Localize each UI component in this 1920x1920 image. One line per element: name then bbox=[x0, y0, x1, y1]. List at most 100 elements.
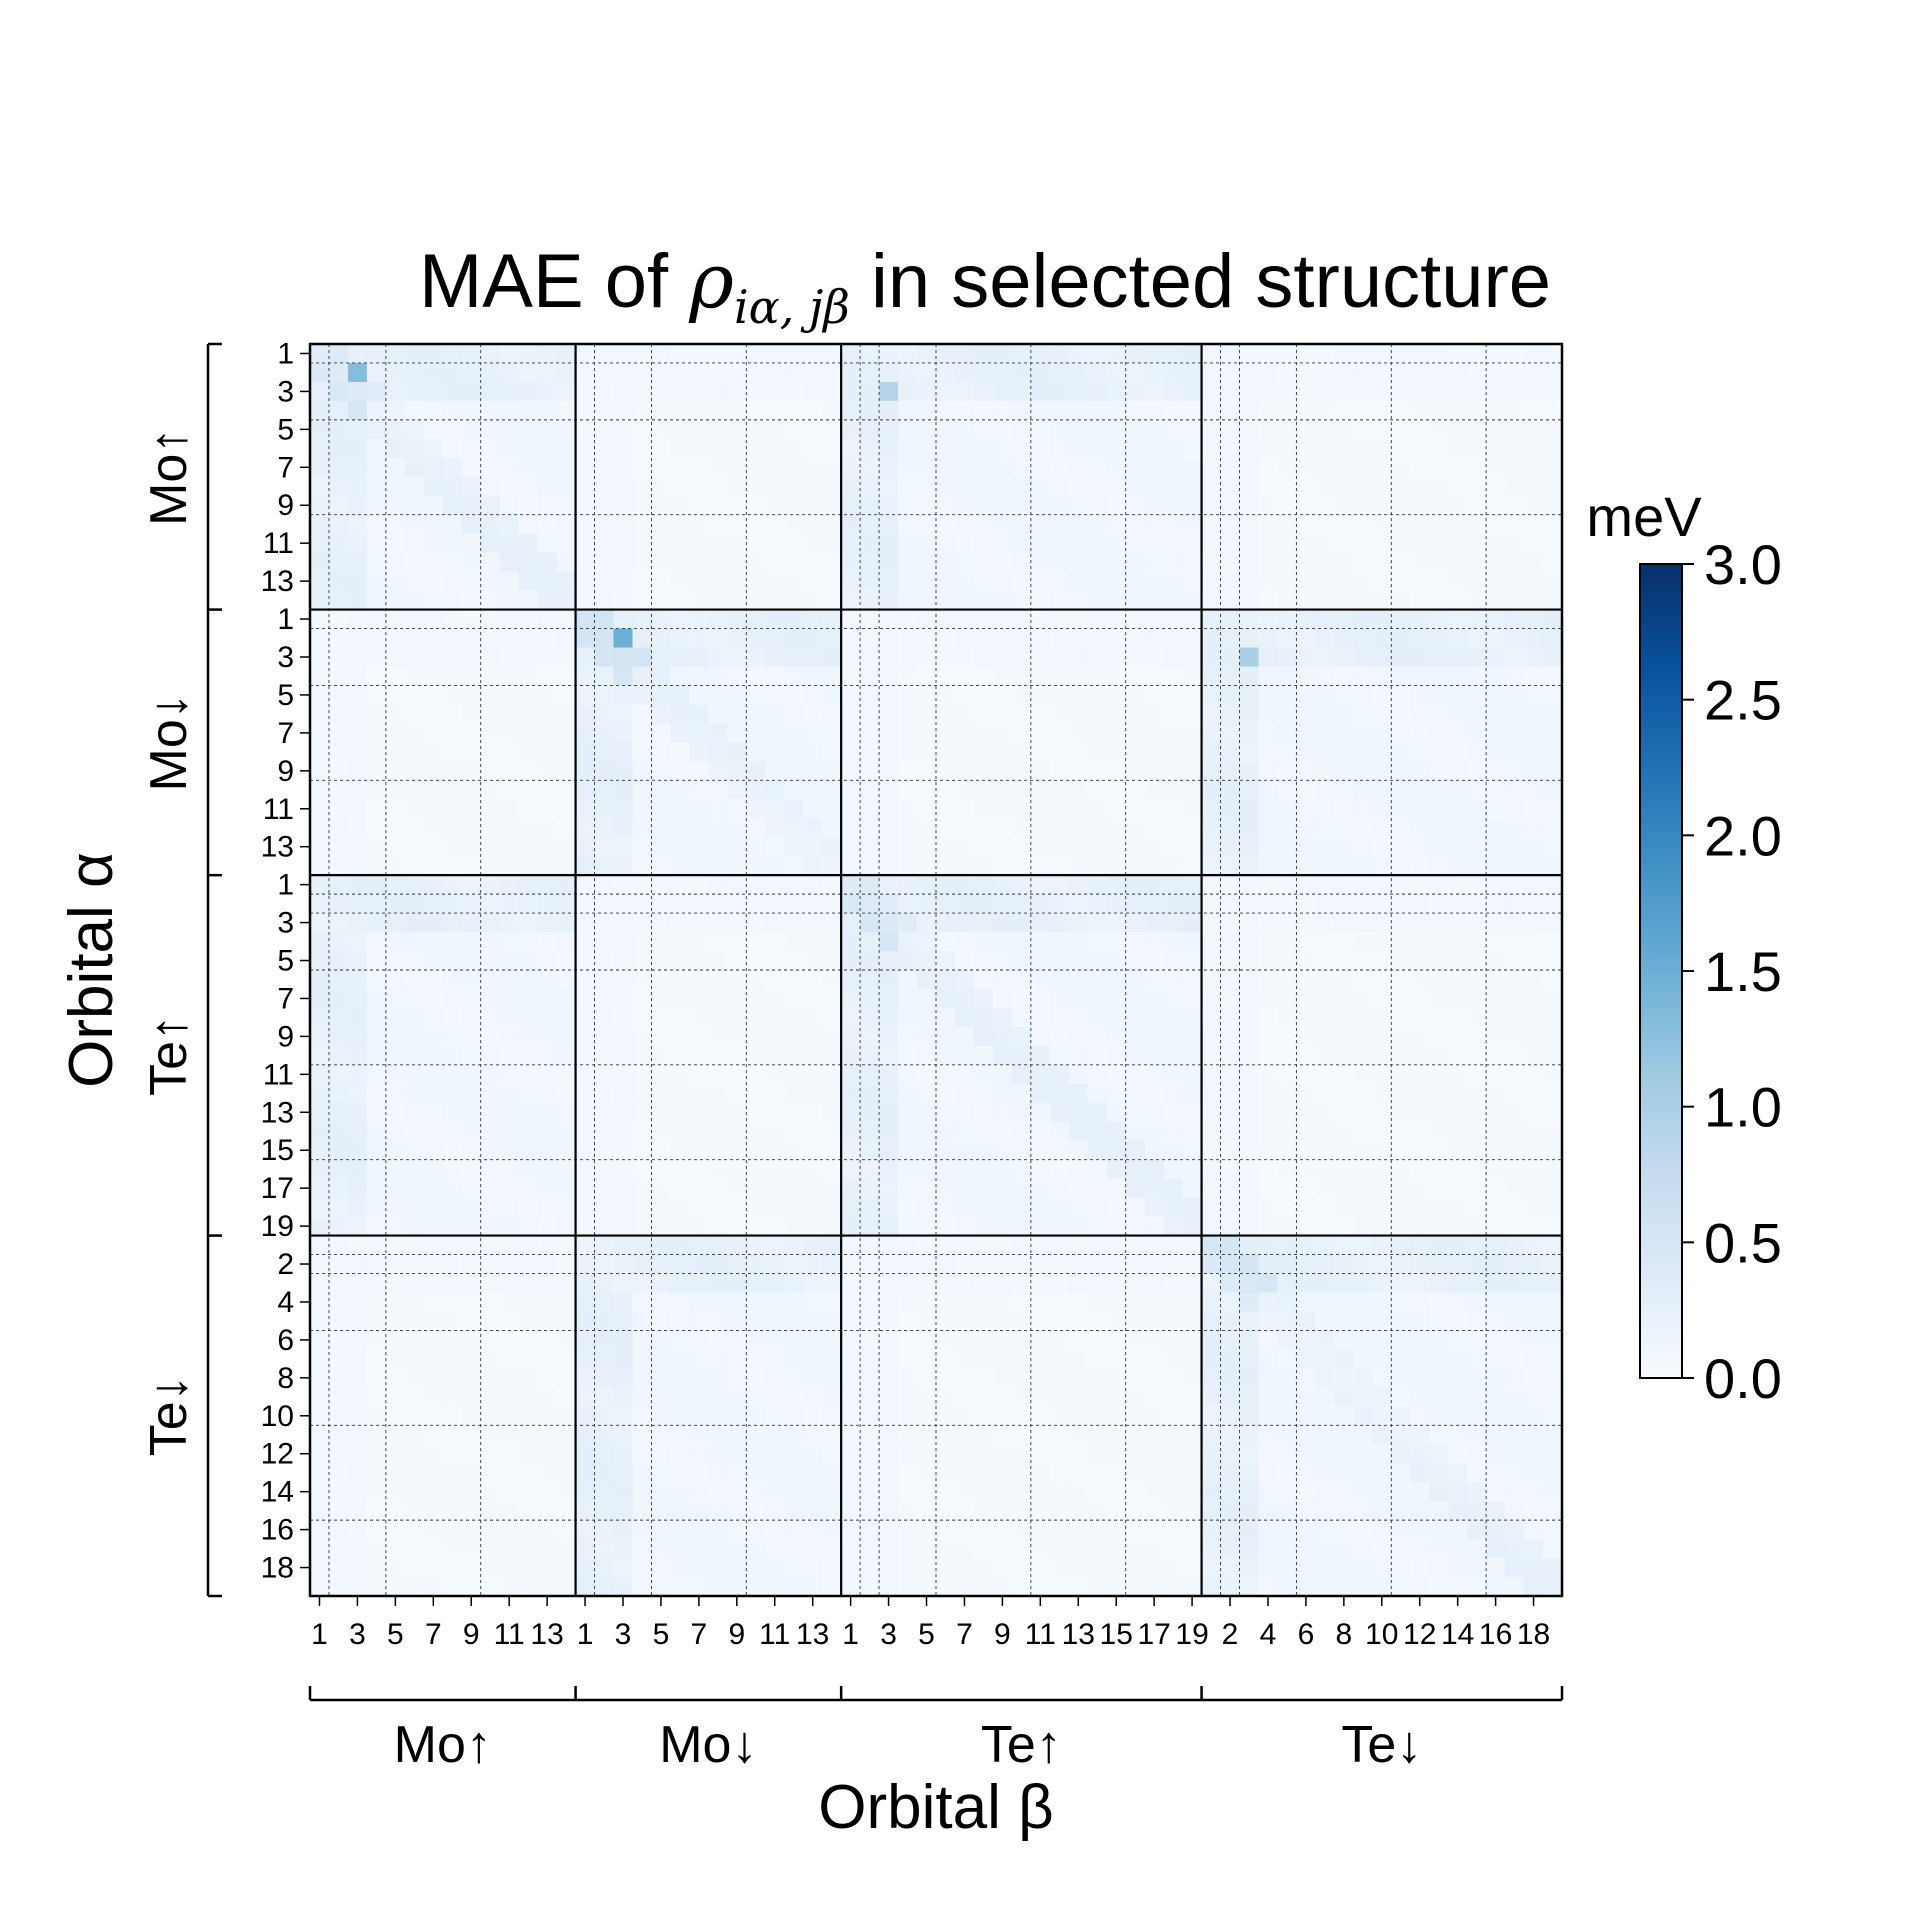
heatmap-cell bbox=[575, 856, 595, 876]
heatmap-cell bbox=[860, 552, 880, 573]
heatmap-cell bbox=[499, 1045, 520, 1066]
heatmap-cell bbox=[1372, 1216, 1392, 1236]
heatmap-cell bbox=[1296, 988, 1316, 1009]
heatmap-cell bbox=[1125, 1159, 1146, 1180]
heatmap-cell bbox=[1524, 1406, 1544, 1426]
heatmap-cell bbox=[1163, 1273, 1184, 1293]
heatmap-cell bbox=[1106, 1387, 1127, 1407]
heatmap-cell bbox=[328, 1026, 349, 1047]
heatmap-cell bbox=[1220, 457, 1240, 478]
heatmap-cell bbox=[822, 647, 842, 667]
heatmap-cell bbox=[746, 495, 766, 516]
heatmap-cell bbox=[461, 1083, 482, 1104]
heatmap-cell bbox=[973, 799, 994, 819]
heatmap-cell bbox=[1543, 913, 1563, 933]
heatmap-cell bbox=[1201, 381, 1221, 402]
heatmap-cell bbox=[1410, 1235, 1430, 1255]
heatmap-cell bbox=[1106, 1235, 1127, 1255]
heatmap-cell bbox=[1125, 1330, 1146, 1350]
heatmap-cell bbox=[841, 1140, 861, 1161]
heatmap-cell bbox=[992, 970, 1013, 990]
heatmap-cell bbox=[480, 1539, 501, 1559]
heatmap-cell bbox=[1163, 495, 1184, 516]
heatmap-cell bbox=[954, 590, 975, 610]
heatmap-cell bbox=[613, 1577, 633, 1597]
heatmap-cell bbox=[1315, 1235, 1335, 1255]
heatmap-cell bbox=[973, 1140, 994, 1161]
heatmap-cell bbox=[1011, 1539, 1032, 1559]
heatmap-cell bbox=[973, 894, 994, 914]
heatmap-cell bbox=[594, 1501, 614, 1521]
heatmap-cell bbox=[1106, 1482, 1127, 1502]
heatmap-cell bbox=[1429, 344, 1449, 364]
heatmap-cell bbox=[1106, 1121, 1127, 1142]
heatmap-cell bbox=[1220, 1463, 1240, 1483]
heatmap-cell bbox=[954, 1558, 975, 1578]
heatmap-cell bbox=[1296, 1235, 1316, 1255]
heatmap-cell bbox=[1448, 362, 1468, 383]
heatmap-cell bbox=[366, 362, 387, 383]
heatmap-cell bbox=[689, 438, 709, 459]
heatmap-cell bbox=[746, 1463, 766, 1483]
heatmap-cell bbox=[632, 666, 652, 686]
heatmap-cell bbox=[1334, 856, 1354, 876]
heatmap-cell bbox=[1239, 609, 1259, 629]
heatmap-cell bbox=[1334, 1311, 1354, 1331]
heatmap-cell bbox=[1524, 856, 1544, 876]
heatmap-cell bbox=[1486, 400, 1506, 421]
heatmap-cell bbox=[670, 894, 690, 914]
y-axis-label: Orbital α bbox=[57, 852, 126, 1088]
heatmap-cell bbox=[518, 1045, 539, 1066]
heatmap-cell bbox=[594, 799, 614, 819]
heatmap-cell bbox=[1068, 628, 1089, 648]
heatmap-cell bbox=[480, 1235, 501, 1255]
heatmap-cell bbox=[1030, 1558, 1051, 1578]
heatmap-cell bbox=[765, 1520, 785, 1540]
heatmap-cell bbox=[480, 1577, 501, 1597]
heatmap-cell bbox=[973, 1520, 994, 1540]
heatmap-cell bbox=[651, 514, 671, 535]
heatmap-cell bbox=[954, 476, 975, 497]
heatmap-cell bbox=[1201, 1425, 1221, 1445]
heatmap-cell bbox=[765, 1140, 785, 1161]
heatmap-cell bbox=[1353, 894, 1373, 914]
x-tick-label: 7 bbox=[956, 1618, 973, 1651]
heatmap-cell bbox=[1334, 875, 1354, 895]
heatmap-cell bbox=[1011, 894, 1032, 914]
heatmap-cell bbox=[1296, 799, 1316, 819]
heatmap-cell bbox=[936, 647, 956, 667]
heatmap-cell bbox=[556, 856, 576, 876]
heatmap-cell bbox=[575, 628, 595, 648]
heatmap-cell bbox=[366, 400, 387, 421]
heatmap-cell bbox=[879, 1083, 899, 1104]
heatmap-cell bbox=[1524, 1140, 1544, 1161]
heatmap-cell bbox=[537, 514, 558, 535]
heatmap-cell bbox=[1030, 647, 1051, 667]
heatmap-cell bbox=[1030, 685, 1051, 705]
heatmap-cell bbox=[1353, 1007, 1373, 1028]
heatmap-cell bbox=[1467, 1520, 1487, 1540]
heatmap-cell bbox=[594, 1520, 614, 1540]
heatmap-cell bbox=[632, 344, 652, 364]
heatmap-cell bbox=[1429, 780, 1449, 800]
heatmap-cell bbox=[651, 1406, 671, 1426]
heatmap-cell bbox=[1087, 875, 1108, 895]
heatmap-cell bbox=[1448, 1501, 1468, 1521]
heatmap-cell bbox=[347, 344, 368, 364]
heatmap-cell bbox=[1106, 533, 1127, 554]
heatmap-cell bbox=[556, 723, 576, 743]
heatmap-cell bbox=[1429, 1520, 1449, 1540]
heatmap-cell bbox=[1106, 571, 1127, 592]
heatmap-cell bbox=[1144, 685, 1165, 705]
heatmap-cell bbox=[366, 1406, 387, 1426]
heatmap-cell bbox=[1239, 514, 1259, 535]
heatmap-cell bbox=[973, 1045, 994, 1066]
heatmap-cell bbox=[746, 457, 766, 478]
x-tick-label: 16 bbox=[1479, 1618, 1512, 1651]
heatmap-cell bbox=[575, 533, 595, 554]
heatmap-cell bbox=[1334, 1026, 1354, 1047]
heatmap-cell bbox=[936, 875, 956, 895]
heatmap-cell bbox=[1277, 951, 1297, 971]
heatmap-cell bbox=[1049, 1520, 1070, 1540]
heatmap-cell bbox=[575, 951, 595, 971]
